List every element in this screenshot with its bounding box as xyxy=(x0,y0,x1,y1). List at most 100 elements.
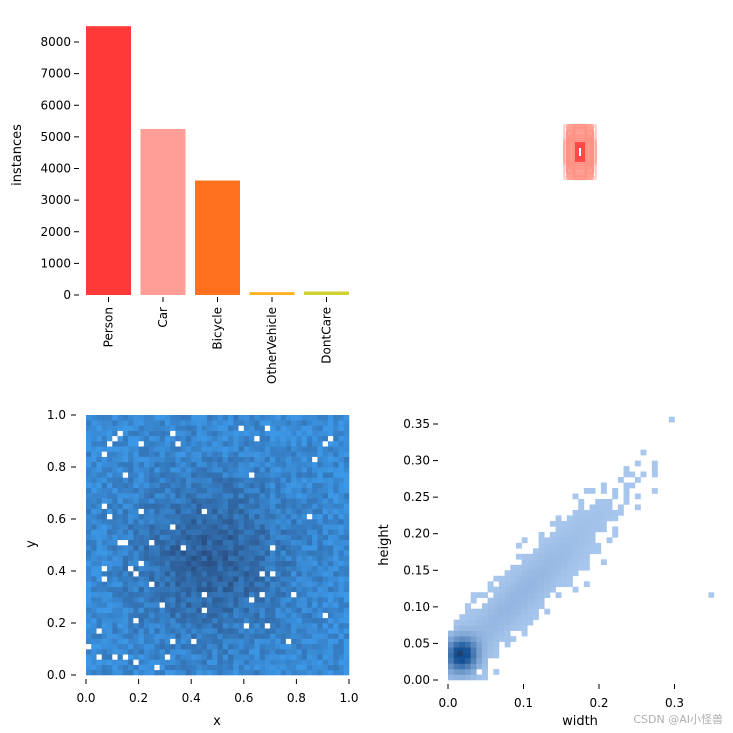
xy-heat-cell xyxy=(122,591,129,598)
xy-heat-cell xyxy=(264,597,271,603)
wh-heat-cell xyxy=(515,542,522,549)
xy-heat-cell xyxy=(275,498,281,504)
xy-heat-cell xyxy=(285,649,292,655)
xy-heat-cell xyxy=(343,420,350,426)
wh-heat-cell xyxy=(481,630,488,637)
xy-heat-cell xyxy=(270,581,276,587)
xy-heat-cell xyxy=(91,628,97,634)
xy-heat-cell xyxy=(249,513,255,520)
xy-heat-cell xyxy=(185,586,192,593)
wh-heat-cell xyxy=(583,515,590,522)
wh-heat-cell xyxy=(555,592,562,599)
xy-heat-cell xyxy=(206,539,213,546)
xy-heat-cell xyxy=(291,669,297,676)
xy-heat-cell xyxy=(291,529,297,535)
wh-heat-cell xyxy=(453,663,460,670)
xy-heat-cell xyxy=(333,617,339,624)
xy-heat-cell xyxy=(259,654,266,660)
xy-heat-cell xyxy=(154,550,160,556)
xy-heat-cell xyxy=(217,430,224,437)
xy-heat-cell xyxy=(154,586,160,593)
xy-heat-cell xyxy=(122,649,129,655)
xy-heat-cell xyxy=(201,425,208,431)
xy-heat-cell xyxy=(285,633,292,639)
xy-heat-cell xyxy=(107,591,113,598)
xy-heat-cell xyxy=(149,425,155,431)
wh-heat-cell xyxy=(583,564,590,571)
xy-heat-cell xyxy=(327,576,334,582)
xy-heat-cell xyxy=(312,659,318,665)
wh-heat-cell xyxy=(578,526,585,533)
wh-heat-cell xyxy=(453,630,460,637)
xy-heat-cell xyxy=(96,597,103,603)
xy-heat-cell xyxy=(180,576,187,582)
xy-heat-cell xyxy=(317,425,323,431)
xy-heat-cell xyxy=(117,649,124,655)
xy-heat-cell xyxy=(196,633,203,639)
xy-heat-cell xyxy=(196,664,203,671)
xy-heat-cell xyxy=(317,560,323,567)
xy-heat-cell xyxy=(180,508,187,515)
xy-heat-cell xyxy=(233,617,239,624)
xy-heat-cell xyxy=(254,659,260,665)
bar-y-tick-label: 0 xyxy=(63,288,71,302)
xy-heat-cell xyxy=(96,602,103,608)
xy-heat-cell xyxy=(112,664,118,671)
xy-heat-cell xyxy=(333,430,339,437)
wh-heat-cell xyxy=(487,597,494,604)
xy-heat-cell xyxy=(222,560,229,567)
xy-heat-cell xyxy=(101,628,108,634)
xy-heat-cell xyxy=(338,415,345,421)
xy-heat-cell xyxy=(128,591,134,598)
xy-heat-cell xyxy=(170,446,176,452)
xy-heat-cell xyxy=(96,591,103,598)
xy-heat-cell xyxy=(327,524,334,530)
xy-heat-cell xyxy=(233,581,239,587)
xy-heat-cell xyxy=(138,649,145,655)
xy-heat-cell xyxy=(206,524,213,530)
xy-heat-cell xyxy=(170,425,176,431)
xy-heat-cell xyxy=(322,524,329,530)
wh-heat-cell xyxy=(470,636,477,642)
xy-heat-cell xyxy=(317,529,323,535)
xy-heat-cell xyxy=(275,534,281,541)
xy-heat-cell xyxy=(201,581,208,587)
xy-heat-cell xyxy=(164,487,171,494)
xy-heat-cell xyxy=(217,435,224,442)
xy-heat-cell xyxy=(238,487,245,494)
xy-heat-cell xyxy=(317,633,323,639)
xy-heat-cell xyxy=(217,545,224,551)
xy-heat-cell xyxy=(285,638,292,645)
xy-heat-cell xyxy=(107,638,113,645)
wh-heat-cell xyxy=(532,586,539,593)
xy-heat-cell xyxy=(164,477,171,483)
xy-heat-cell xyxy=(259,565,266,572)
xy-heat-cell xyxy=(86,503,92,509)
xy-heat-cell xyxy=(338,659,345,665)
xy-heat-cell xyxy=(117,560,124,567)
xy-heat-cell xyxy=(86,565,92,572)
wh-x-axis-label: width xyxy=(562,714,598,729)
wh-heat-cell xyxy=(521,586,528,593)
wh-heat-cell xyxy=(600,488,607,494)
xy-heat-cell xyxy=(333,524,339,530)
xy-heat-cell xyxy=(180,571,187,577)
xy-heat-cell xyxy=(296,571,302,577)
wh-heat-cell xyxy=(481,619,488,626)
wh-heat-cell xyxy=(617,509,624,516)
xy-heat-cell xyxy=(201,571,208,577)
xy-heat-cell xyxy=(143,477,150,483)
xy-heat-cell xyxy=(306,545,313,551)
xy-heat-cell xyxy=(143,550,150,556)
wh-heat-cell xyxy=(453,619,460,626)
wh-heat-cell xyxy=(464,614,471,620)
wh-heat-cell xyxy=(504,592,511,599)
xy-heat-cell xyxy=(217,571,224,577)
xy-heat-cell xyxy=(312,586,318,593)
xy-heat-cell xyxy=(306,430,313,437)
xy-heat-cell xyxy=(196,487,203,494)
xy-heat-cell xyxy=(259,607,266,613)
xy-heat-cell xyxy=(306,664,313,671)
xy-heat-cell xyxy=(96,482,103,489)
xy-heat-cell xyxy=(343,602,350,608)
